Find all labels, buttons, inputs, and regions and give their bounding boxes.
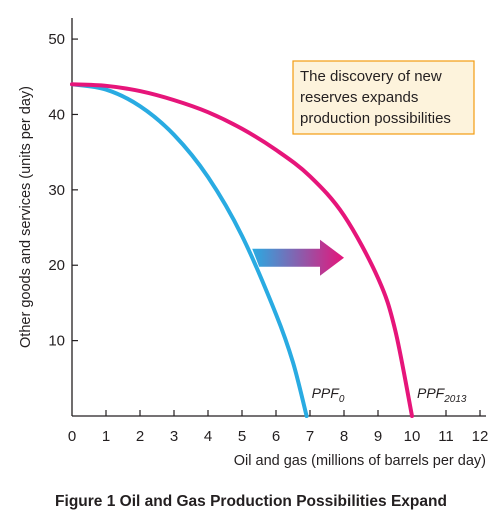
x-tick-label: 1 <box>102 428 110 445</box>
x-tick-label: 12 <box>472 428 489 445</box>
annotation: The discovery of new reserves expands pr… <box>292 60 475 135</box>
annotation-line-2: reserves expands <box>300 89 418 106</box>
annotation-line-1: The discovery of new <box>300 68 442 85</box>
x-tick-label: 6 <box>272 428 280 445</box>
ppf-curve-0 <box>70 82 309 418</box>
x-axis-title: Oil and gas (millions of barrels per day… <box>234 453 486 469</box>
figure-caption: Figure 1 Oil and Gas Production Possibil… <box>55 493 447 510</box>
shift-arrow <box>252 239 344 276</box>
y-axis-title: Other goods and services (units per day) <box>18 86 34 348</box>
x-tick-label: 9 <box>374 428 382 445</box>
y-tick-label: 50 <box>48 31 65 48</box>
x-tick-label: 5 <box>238 428 246 445</box>
ppf-curve-2013 <box>70 82 414 418</box>
x-tick-label: 10 <box>404 428 421 445</box>
x-tick-label: 2 <box>136 428 144 445</box>
y-tick-label: 20 <box>48 257 65 274</box>
y-tick-label: 40 <box>48 106 65 123</box>
shift-arrow-group <box>252 239 344 276</box>
x-tick-label: 8 <box>340 428 348 445</box>
y-tick-label: 30 <box>48 182 65 199</box>
series: PPF0 PPF2013 <box>70 82 467 418</box>
x-tick-label: 7 <box>306 428 314 445</box>
axis-titles: Other goods and services (units per day)… <box>18 86 486 510</box>
x-tick-label: 0 <box>68 428 76 445</box>
ppf-label-0: PPF0 <box>312 385 345 405</box>
y-tick-label: 10 <box>48 333 65 350</box>
x-tick-label: 11 <box>438 428 454 445</box>
annotation-line-3: production possibilities <box>300 110 451 127</box>
x-tick-label: 4 <box>204 428 212 445</box>
ppf-label-2013: PPF2013 <box>417 385 467 405</box>
annotation-box <box>292 60 475 135</box>
x-tick-label: 3 <box>170 428 178 445</box>
